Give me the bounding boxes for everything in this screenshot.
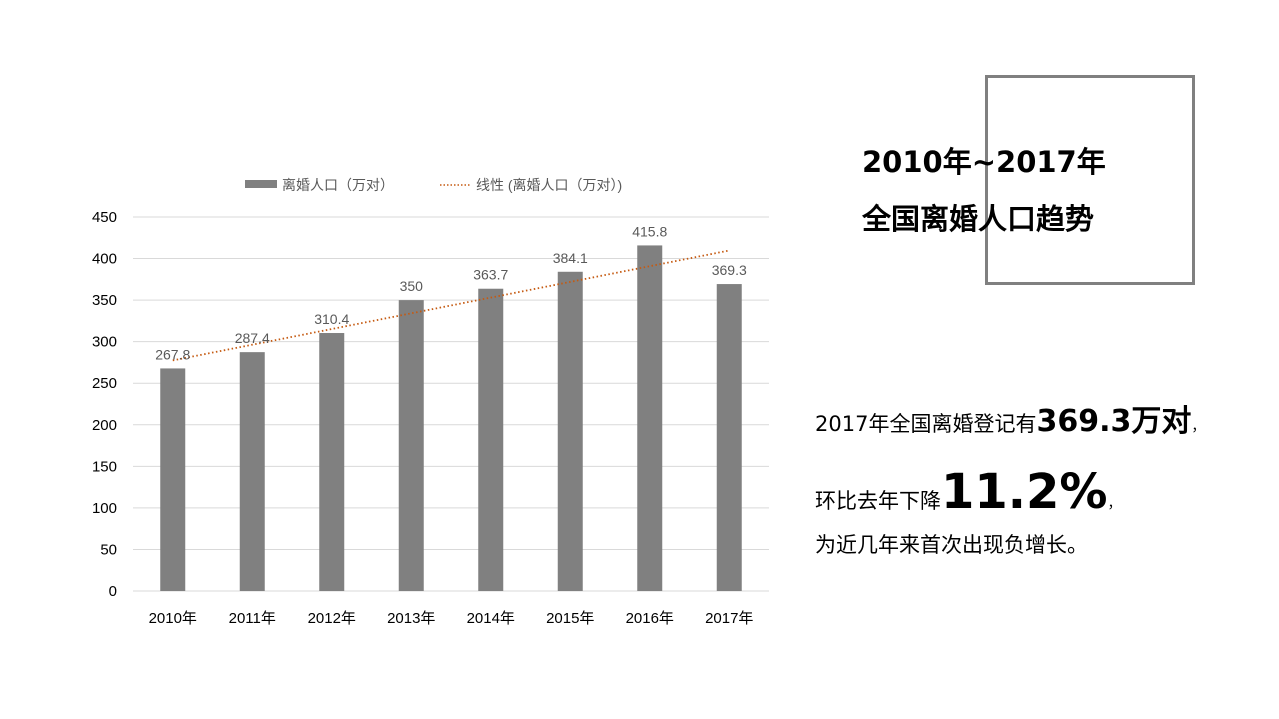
y-tick-label: 50 [100,541,117,558]
bar [160,368,186,591]
data-label: 415.8 [632,223,667,239]
data-label: 310.4 [314,311,349,327]
x-tick-label: 2012年 [308,610,356,627]
bar [557,271,583,591]
y-tick-label: 250 [92,375,117,392]
y-tick-label: 350 [92,292,117,309]
summary-line-2-prefix: 环比去年下降 [815,489,941,513]
gridlines [133,216,769,592]
chart-legend: 离婚人口（万对） 线性 (离婚人口（万对）) [245,177,622,193]
divorce-count-highlight: 369.3万对 [1036,404,1192,439]
data-label: 267.8 [155,346,190,362]
bar [716,284,742,591]
data-label: 369.3 [712,262,747,278]
bars [160,245,742,591]
bar [478,288,504,591]
y-tick-label: 400 [92,251,117,268]
summary-text: 2017年全国离婚登记有369.3万对， 环比去年下降11.2%， 为近几年来首… [815,396,1205,564]
legend-bar-swatch [245,180,277,188]
bar [637,245,663,591]
x-axis-ticks: 2010年 2011年 2012年 2013年 2014年 2015年 2016年 2017年 [149,610,754,627]
trendline [172,249,730,362]
title-line-2: 全国离婚人口趋势 [862,202,1095,236]
x-tick-label: 2010年 [149,610,197,627]
data-label: 350 [400,278,424,294]
data-label: 384.1 [553,250,588,266]
bar-chart: 离婚人口（万对） 线性 (离婚人口（万对）) 0 50 100 150 200 250 30… [92,177,769,627]
summary-line-3: 为近几年来首次出现负增长。 [815,533,1088,557]
y-tick-label: 100 [92,500,117,517]
decorative-frame [985,75,1195,285]
y-tick-label: 200 [92,417,117,434]
data-labels: 267.8 287.4 310.4 350 363.7 384.1 415.8 369.3 [155,223,747,362]
x-tick-label: 2011年 [229,610,276,627]
y-tick-label: 300 [92,334,117,351]
y-tick-label: 150 [92,458,117,475]
bar [319,333,345,591]
legend-bar-label: 离婚人口（万对） [282,177,394,193]
chart-canvas: 离婚人口（万对） 线性 (离婚人口（万对）) 0 50 100 150 200 250 30… [92,177,769,627]
page-title: 2010年~2017年 全国离婚人口趋势 [862,134,1106,248]
y-axis-ticks: 0 50 100 150 200 250 300 350 400 450 [92,209,117,600]
summary-line-1: 2017年全国离婚登记有369.3万对， [815,396,1205,448]
x-tick-label: 2017年 [705,610,753,627]
summary-line-2: 环比去年下降11.2%， [815,462,1205,522]
summary-line-1-prefix: 2017年全国离婚登记有 [815,412,1037,436]
bar [398,300,424,591]
y-tick-label: 0 [109,583,117,600]
legend-trend-label: 线性 (离婚人口（万对）) [476,177,622,193]
x-tick-label: 2015年 [546,610,594,627]
summary-line-1-suffix: ， [1191,419,1206,435]
y-tick-label: 450 [92,209,117,226]
decline-percent-highlight: 11.2% [941,464,1108,520]
data-label: 287.4 [235,330,270,346]
summary-line-2-suffix: ， [1107,496,1122,512]
x-tick-label: 2016年 [626,610,674,627]
title-line-1: 2010年~2017年 [862,145,1106,179]
trendline-path [172,249,730,362]
x-tick-label: 2014年 [467,610,515,627]
data-label: 363.7 [473,267,508,283]
x-tick-label: 2013年 [387,610,435,627]
bar [239,352,265,591]
